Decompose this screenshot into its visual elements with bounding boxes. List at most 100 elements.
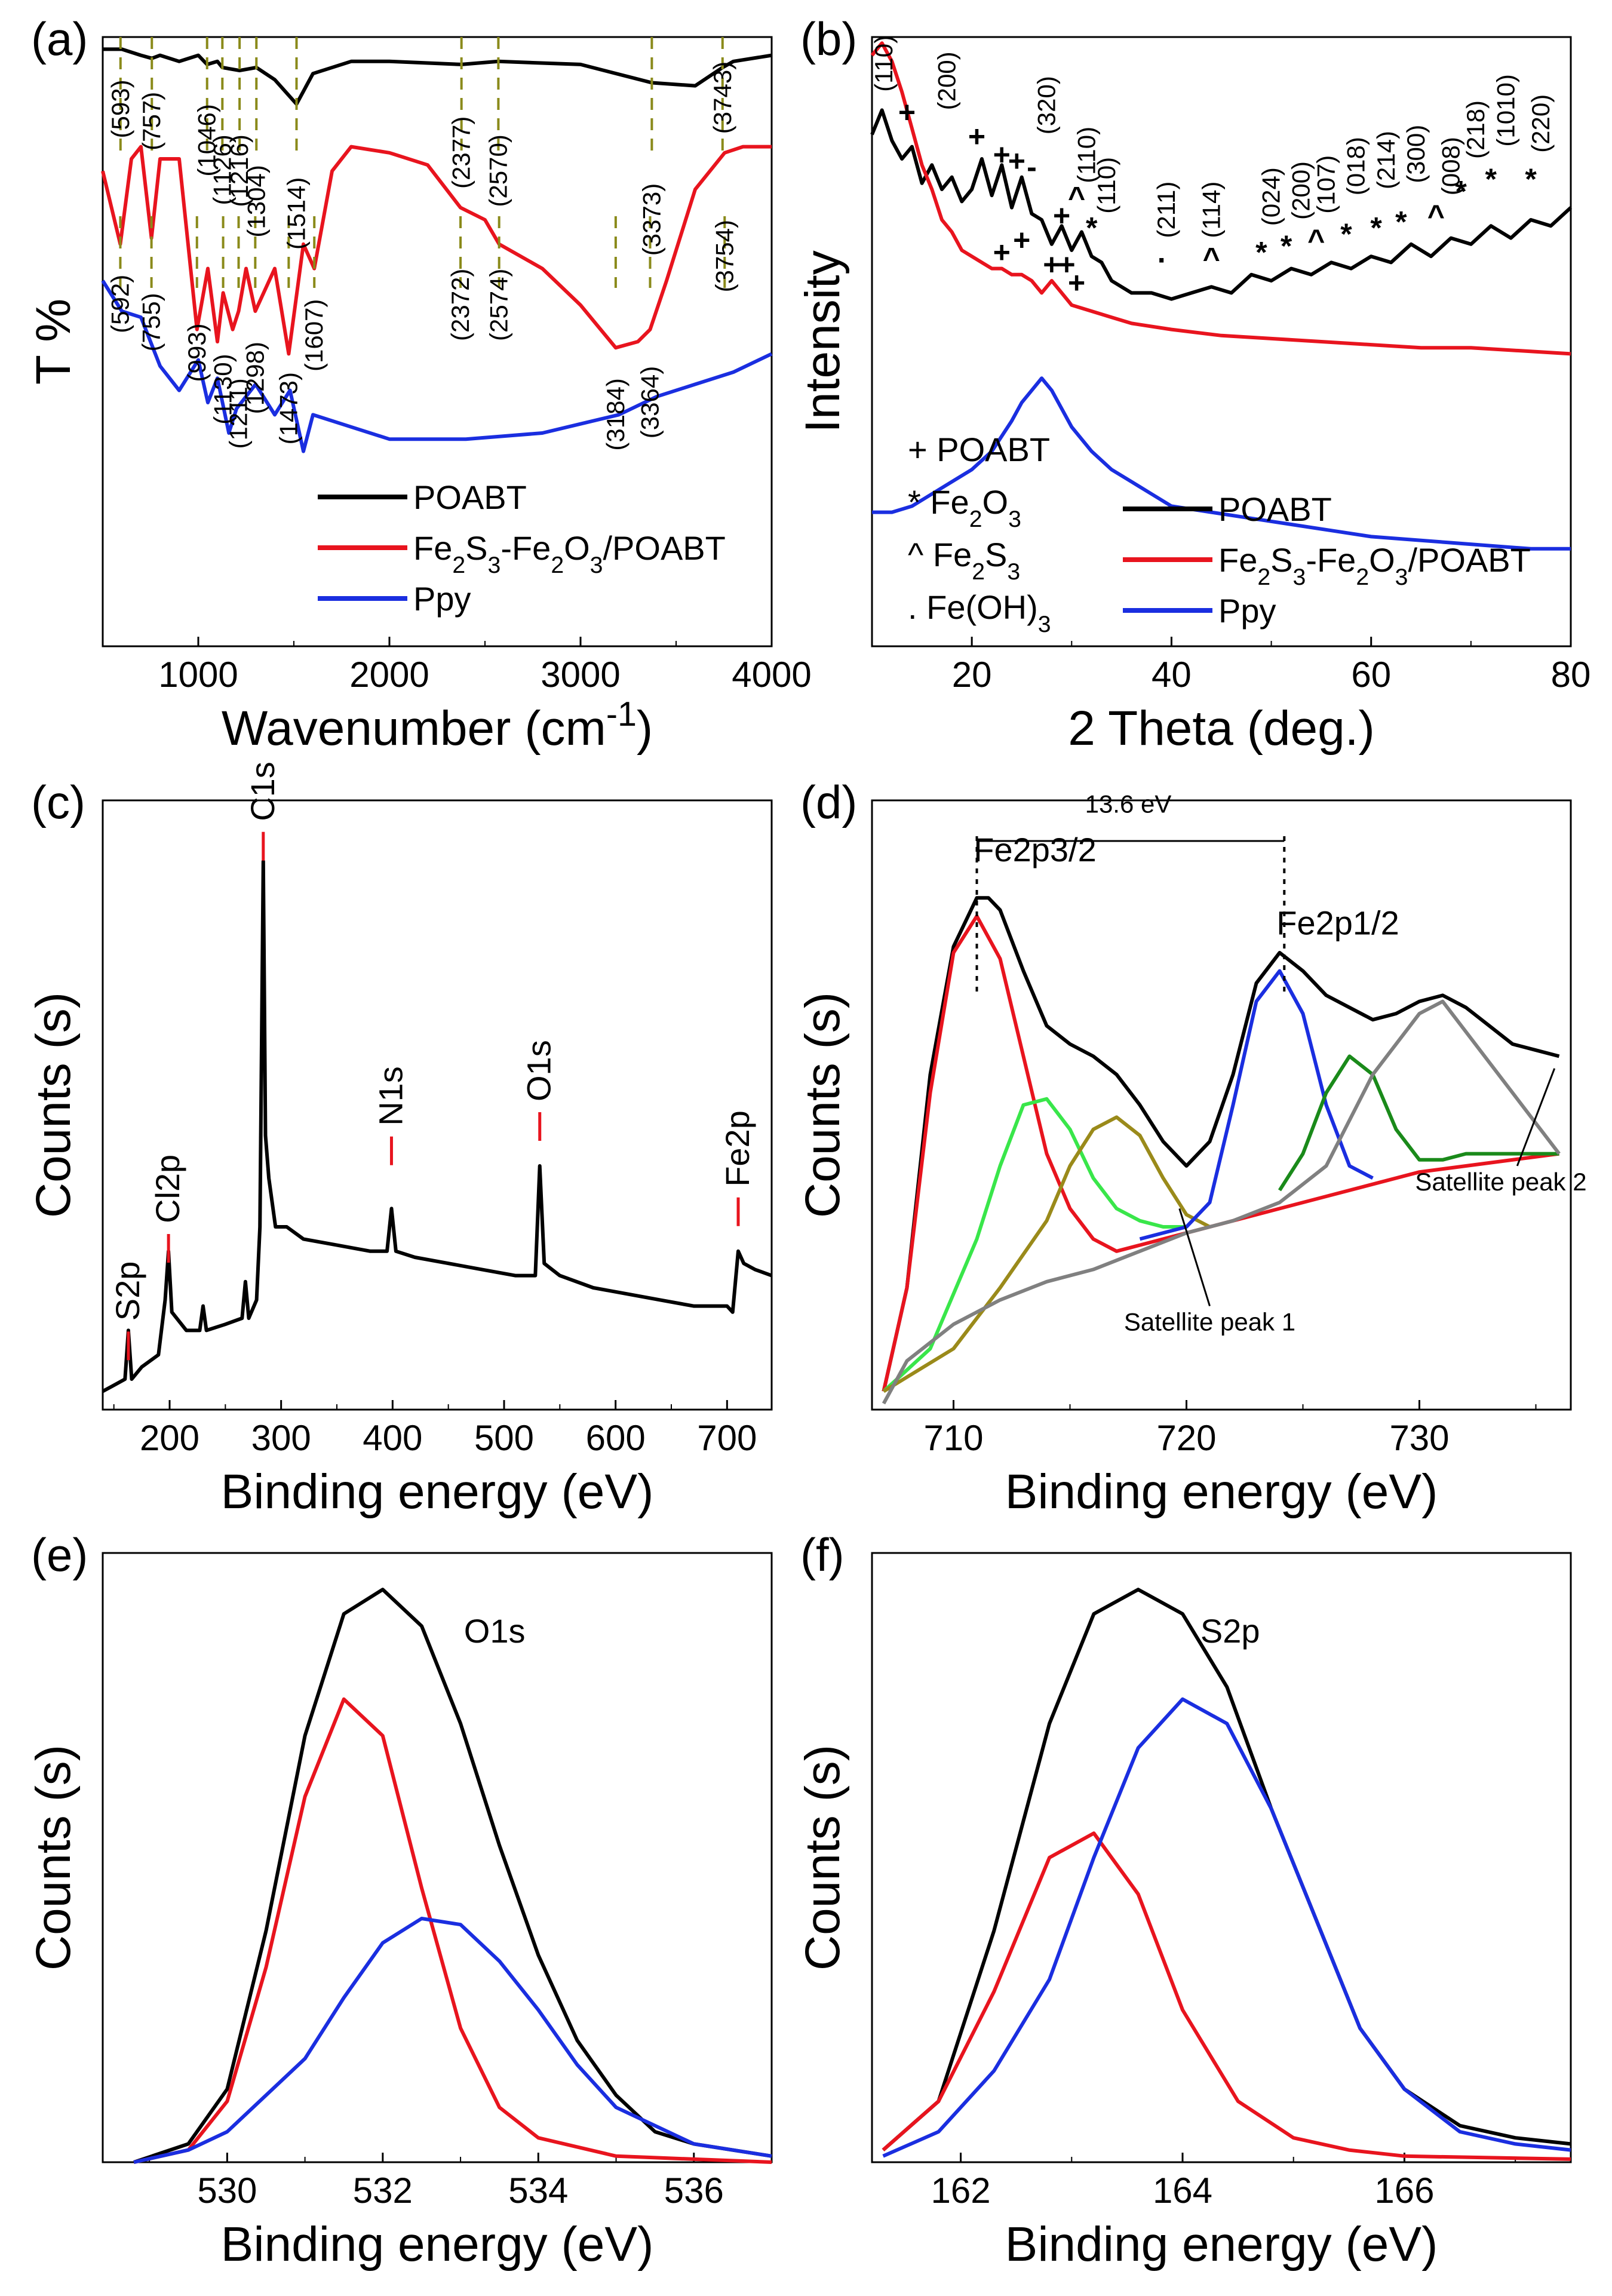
x-tick-label: 164 [1153, 2171, 1212, 2211]
series-line-fe-s-fe-o-poabt [870, 41, 1571, 356]
peak-label: (1607) [300, 299, 328, 372]
peak-label: (2372) [446, 269, 474, 341]
series-line-satellite-1a [882, 1097, 1187, 1393]
phase-marker: * [1340, 217, 1352, 251]
legend-label: Fe2S3-Fe2O3/POABT [1218, 541, 1531, 590]
x-tick-label: 700 [697, 1418, 757, 1458]
panel-f: 162 164 166 Binding energy (eV) Counts (s) (f… [796, 1528, 1572, 2272]
hkl-label: (008) [1436, 137, 1464, 195]
series-line-fe2p3-2 [882, 914, 1559, 1392]
x-tick-label: 162 [931, 2171, 991, 2211]
peak-label: (2574) [485, 269, 513, 341]
peak-label: (1130) [209, 354, 237, 424]
hkl-label: (107) [1312, 155, 1340, 214]
hkl-label: (024) [1257, 167, 1285, 226]
y-axis-label: Counts (s) [26, 992, 81, 1218]
phase-marker: + [1068, 266, 1085, 299]
hkl-label: (1010) [1491, 74, 1519, 146]
x-axis-label: Binding energy (eV) [1005, 2217, 1438, 2272]
satellite-pointer [1516, 1068, 1556, 1167]
legend-label: Fe2S3-Fe2O3/POABT [413, 529, 726, 578]
annotation: Satellite peak 1 [1124, 1307, 1295, 1336]
peak-label: (3754) [710, 220, 738, 292]
peak-label: (1514) [282, 177, 310, 250]
x-tick-label: 720 [1156, 1418, 1216, 1458]
panel-label: (d) [800, 776, 857, 828]
chart-title: O1s [464, 1612, 526, 1650]
x-tick-label: 710 [923, 1418, 983, 1458]
phase-marker: ^ [1068, 181, 1085, 214]
plot-frame [102, 1552, 773, 2163]
peak-label: (993) [183, 323, 211, 382]
phase-marker: - [1027, 151, 1037, 184]
chart-title: S2p [1200, 1612, 1260, 1650]
peak-label: (1298) [241, 342, 269, 414]
hkl-label: (110) [1092, 157, 1120, 214]
element-peak-label: S2p [109, 1261, 146, 1321]
peak-label: (1126) [208, 134, 236, 205]
marker-key-item: ^ Fe2S3 [908, 536, 1020, 585]
x-tick-label: 40 [1152, 655, 1192, 695]
series-line-poabt [103, 47, 772, 106]
series-line-poabt [870, 108, 1573, 301]
legend-label: Ppy [1218, 592, 1276, 630]
x-tick-label: 60 [1351, 655, 1391, 695]
x-tick-label: 534 [508, 2171, 568, 2211]
peak-label: (1216) [225, 134, 253, 207]
x-tick-label: 530 [197, 2171, 257, 2211]
panel-label: (c) [31, 776, 85, 828]
peak-label: (592) [106, 275, 134, 333]
panel-label: (f) [800, 1528, 845, 1581]
hkl-label: (220) [1527, 94, 1555, 153]
hkl-label: (018) [1342, 137, 1370, 195]
hkl-label: (200) [932, 51, 960, 110]
phase-marker: ^ [1307, 223, 1325, 257]
series-line-background [882, 999, 1561, 1405]
phase-marker: * [1255, 235, 1267, 269]
panel-label: (b) [800, 13, 857, 65]
phase-marker: + [993, 138, 1011, 171]
hkl-label: (110) [870, 35, 898, 92]
x-tick-label: 2000 [349, 655, 429, 695]
x-axis-label: 2 Theta (deg.) [1068, 701, 1375, 756]
legend-label: Ppy [413, 580, 471, 618]
element-peak-label: Fe2p [719, 1110, 756, 1187]
series-line-fe2p1-2 [1139, 969, 1374, 1241]
series-line-envelope [882, 1588, 1571, 2151]
peak-label: (1211) [225, 378, 253, 449]
phase-marker: ^ [1203, 242, 1220, 275]
hkl-label: (218) [1461, 100, 1490, 159]
phase-marker: * [1086, 211, 1098, 245]
x-axis-label: Binding energy (eV) [1005, 1465, 1438, 1519]
annotation: Fe2p3/2 [974, 831, 1097, 868]
x-axis-label: Binding energy (eV) [221, 1465, 654, 1519]
panel-label: (a) [31, 13, 88, 65]
marker-key-item: + POABT [908, 431, 1050, 468]
hkl-label: (320) [1033, 76, 1061, 134]
panel-a: 1000 2000 3000 4000 Wavenumber (cm-1) T % (a) (… [26, 13, 812, 756]
plot-frame [102, 799, 773, 1411]
series-line-component-2 [882, 1697, 1571, 2158]
peak-label: (757) [137, 92, 165, 151]
phase-marker: + [1058, 248, 1075, 281]
annotation: Satellite peak 2 [1415, 1168, 1586, 1196]
phase-marker: * [1281, 229, 1292, 263]
peak-label: (593) [106, 79, 134, 138]
plot-frame [871, 36, 1572, 647]
peak-label: (2570) [484, 134, 512, 207]
x-tick-label: 3000 [541, 655, 620, 695]
panel-c: 200 300 400 500 600 700 Binding energy (eV) Cou… [26, 762, 773, 1519]
satellite-pointer [1178, 1208, 1211, 1307]
phase-marker: + [1053, 199, 1070, 232]
peak-label: (2377) [447, 116, 475, 189]
peak-label: (755) [137, 293, 165, 351]
hkl-label: (114) [1197, 182, 1225, 238]
marker-key-item: . Fe(OH)3 [908, 588, 1051, 637]
x-tick-label: 20 [952, 655, 992, 695]
element-peak-label: O1s [520, 1040, 558, 1101]
y-axis-label: Counts (s) [796, 1745, 850, 1970]
phase-marker: + [1043, 248, 1060, 281]
hkl-label: (110) [1072, 127, 1100, 183]
